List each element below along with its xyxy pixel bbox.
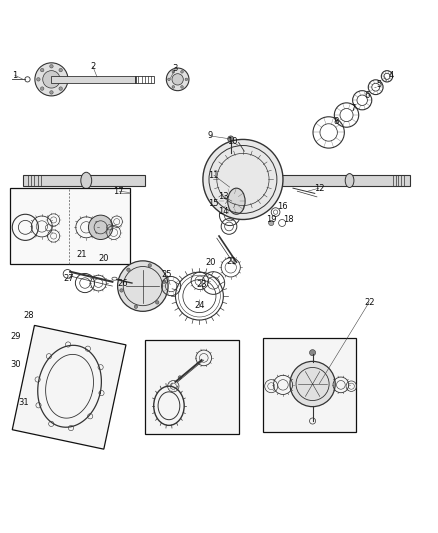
Bar	[10, 188, 130, 264]
Text: 22: 22	[364, 298, 374, 306]
Text: 11: 11	[208, 171, 219, 180]
Bar	[271, 175, 410, 186]
Circle shape	[172, 70, 175, 73]
Text: 31: 31	[18, 398, 28, 407]
Text: 27: 27	[64, 274, 74, 283]
Text: 5: 5	[377, 80, 382, 89]
Circle shape	[43, 71, 60, 88]
Text: 3: 3	[173, 64, 178, 73]
Circle shape	[310, 350, 316, 356]
Circle shape	[290, 361, 335, 407]
Circle shape	[203, 140, 283, 220]
Bar	[51, 76, 136, 83]
Ellipse shape	[81, 172, 92, 189]
Circle shape	[181, 86, 184, 88]
Circle shape	[120, 289, 123, 292]
Circle shape	[59, 87, 62, 90]
Bar	[23, 175, 145, 186]
Text: 30: 30	[11, 360, 21, 369]
Text: 2: 2	[90, 62, 95, 71]
Text: 21: 21	[77, 251, 87, 259]
Text: 12: 12	[314, 184, 325, 192]
Bar	[135, 76, 154, 83]
Circle shape	[40, 68, 44, 72]
Circle shape	[268, 220, 274, 225]
Text: 7: 7	[350, 103, 356, 112]
Ellipse shape	[345, 174, 354, 188]
Text: 17: 17	[113, 187, 124, 196]
Circle shape	[49, 64, 53, 68]
Text: 13: 13	[218, 192, 229, 201]
Circle shape	[162, 280, 166, 284]
Text: 25: 25	[162, 270, 172, 279]
Text: 20: 20	[205, 257, 215, 266]
Circle shape	[35, 63, 68, 96]
Circle shape	[49, 91, 53, 94]
Circle shape	[172, 86, 175, 88]
Text: 28: 28	[24, 311, 34, 320]
Circle shape	[88, 215, 113, 239]
Circle shape	[63, 78, 66, 81]
Text: 21: 21	[226, 257, 237, 266]
Text: 23: 23	[196, 280, 207, 289]
Text: 26: 26	[117, 279, 128, 287]
Circle shape	[127, 268, 130, 271]
Text: 16: 16	[277, 202, 287, 211]
Text: 15: 15	[208, 199, 219, 208]
Circle shape	[228, 136, 234, 142]
Ellipse shape	[228, 188, 245, 214]
Circle shape	[148, 264, 152, 267]
Text: 6: 6	[364, 91, 370, 100]
Text: 19: 19	[266, 215, 277, 224]
Circle shape	[166, 68, 189, 91]
Text: 14: 14	[218, 207, 229, 216]
Text: 20: 20	[99, 254, 109, 263]
Text: 29: 29	[11, 332, 21, 341]
Text: 18: 18	[283, 215, 294, 224]
Bar	[145, 341, 239, 434]
Text: 9: 9	[208, 132, 213, 140]
Circle shape	[181, 70, 184, 73]
Text: 1: 1	[12, 70, 17, 79]
Text: 8: 8	[334, 117, 339, 126]
Circle shape	[155, 301, 159, 304]
Circle shape	[168, 78, 170, 80]
Text: 4: 4	[389, 70, 393, 79]
Text: 10: 10	[227, 137, 237, 146]
Polygon shape	[12, 326, 126, 449]
Circle shape	[37, 78, 40, 81]
Circle shape	[40, 87, 44, 90]
Circle shape	[134, 305, 138, 309]
Circle shape	[178, 376, 182, 379]
Circle shape	[185, 78, 187, 80]
Bar	[262, 338, 356, 432]
Text: 24: 24	[194, 301, 205, 310]
Circle shape	[172, 74, 184, 85]
Circle shape	[59, 68, 62, 72]
Circle shape	[117, 261, 168, 311]
